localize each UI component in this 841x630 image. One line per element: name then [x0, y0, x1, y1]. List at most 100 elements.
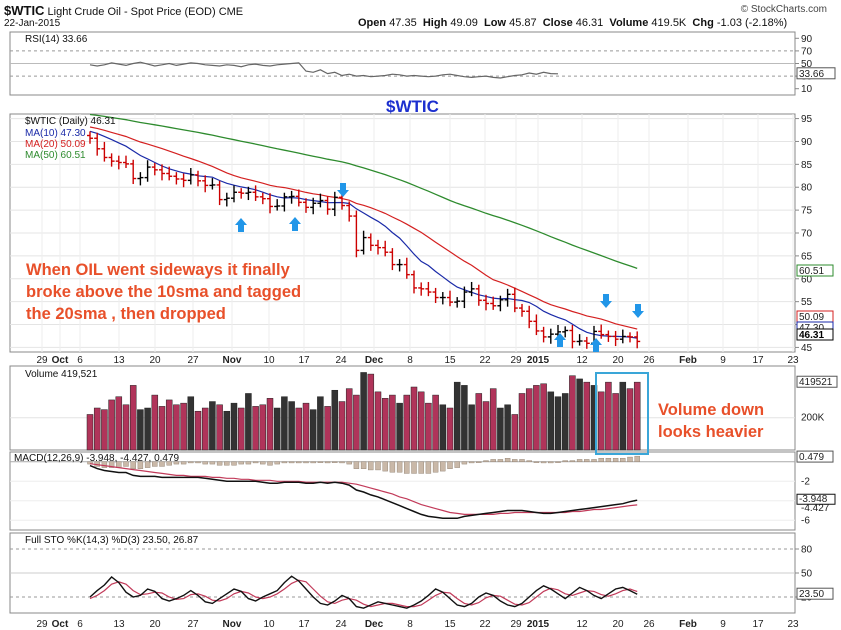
price-x-label: 22	[479, 355, 491, 366]
macd-histogram-bar	[612, 458, 619, 462]
ma10-line	[89, 130, 638, 339]
macd-histogram-bar	[375, 461, 381, 471]
price-x-label: 17	[298, 355, 310, 366]
volume-bar	[216, 404, 223, 451]
volume-bar	[389, 394, 396, 451]
volume-bar	[511, 414, 519, 451]
volume-bar	[252, 406, 259, 451]
macd-histogram-bar	[324, 461, 331, 464]
volume-note-line-1: Volume down	[658, 401, 765, 419]
volume-bar	[230, 402, 238, 451]
chart-date: 22-Jan-2015	[4, 18, 61, 29]
volume-bar	[497, 407, 504, 451]
volume-bar	[561, 393, 569, 451]
volume-bar	[475, 393, 483, 451]
price-x-label: 17	[752, 355, 764, 366]
volume-bar	[504, 404, 511, 451]
rsi-line	[89, 61, 559, 79]
price-title: $WTIC (Daily) 46.31	[25, 116, 116, 127]
macd-hist-box	[796, 450, 834, 463]
macd-histogram-bar	[454, 461, 460, 468]
volume-highlight-box	[595, 372, 649, 455]
macd-histogram-bar	[468, 461, 475, 464]
sto-last-label: 23.50	[799, 589, 824, 600]
sto-last-box	[796, 587, 834, 600]
price-x-label: 29	[36, 355, 48, 366]
bottom-x-label: 17	[752, 619, 764, 630]
price-x-label: 6	[77, 355, 83, 366]
arrow-down-icon	[337, 183, 349, 197]
price-right-label: 60.51	[799, 266, 824, 277]
ma50-line	[89, 113, 638, 270]
macd-histogram-bar	[490, 459, 496, 462]
macd-histogram-bar	[504, 458, 511, 462]
ma50-legend: MA(50) 60.51	[25, 150, 86, 161]
bottom-x-label: 15	[444, 619, 456, 630]
rsi-tick-label: 70	[801, 46, 813, 57]
price-x-label: 29	[510, 355, 522, 366]
price-tick-label: 65	[801, 251, 813, 262]
macd-histogram-bar	[440, 461, 446, 472]
volume-bar	[403, 394, 411, 451]
exchange: CME	[218, 6, 244, 18]
volume-bar	[619, 381, 627, 451]
volume-bar	[381, 398, 389, 451]
volume-bar	[396, 402, 403, 451]
volume-bar	[288, 401, 295, 451]
rsi-last-label: 33.66	[799, 69, 824, 80]
volume-bar	[353, 394, 360, 451]
volume-bar	[338, 401, 346, 451]
volume-bar	[209, 401, 216, 451]
volume-bar	[439, 404, 447, 451]
price-x-label: 15	[444, 355, 456, 366]
bottom-x-label: 23	[787, 619, 799, 630]
annotation-title: $WTIC	[386, 97, 439, 116]
sto-d-line	[89, 579, 638, 608]
chg-label: Chg	[692, 17, 714, 29]
macd-histogram-bar	[252, 461, 259, 464]
bottom-x-label: 17	[298, 619, 310, 630]
macd-histogram-bar	[526, 460, 532, 462]
bottom-x-label: Oct	[52, 619, 69, 630]
volume-bar	[273, 407, 281, 451]
macd-histogram-bar	[281, 461, 288, 464]
open-label: Open	[358, 17, 387, 29]
volume-last-box	[796, 375, 838, 388]
volume-bar	[547, 391, 555, 451]
macd-histogram-bar	[576, 459, 583, 462]
price-tick-label: 60	[801, 274, 813, 285]
macd-histogram-bar	[231, 461, 237, 466]
volume-bar	[115, 396, 123, 451]
macd-histogram-bar	[346, 461, 352, 465]
volume-bar	[554, 396, 562, 451]
volume-bar	[144, 407, 151, 451]
volume-bar	[432, 394, 439, 451]
macd-histogram-bar	[461, 461, 468, 465]
volume-bar	[597, 391, 605, 451]
bottom-x-label: 29	[36, 619, 48, 630]
price-tick-label: 85	[801, 160, 813, 171]
open-value: 47.35	[389, 17, 417, 29]
macd-signal-label: -4.427	[801, 503, 830, 514]
volume-label: Volume	[609, 17, 649, 29]
rsi-last-box	[796, 67, 836, 80]
macd-histogram-bar	[101, 461, 108, 468]
volume-bar	[93, 407, 101, 451]
bottom-x-label: Feb	[679, 619, 697, 630]
price-right-label: 50.09	[799, 312, 824, 323]
price-x-label: 27	[187, 355, 199, 366]
macd-histogram-bar	[627, 456, 633, 462]
volume-bar	[425, 402, 432, 451]
macd-histogram-bar	[548, 461, 554, 464]
ohlc-summary: Open 47.35 High 49.09 Low 45.87 Close 46…	[358, 17, 787, 29]
ticker-symbol: $WTIC	[4, 3, 45, 18]
arrow-down-icon	[600, 294, 612, 308]
macd-histogram-bar	[303, 461, 309, 464]
arrow-up-icon	[554, 333, 566, 347]
price-x-label: 12	[576, 355, 588, 366]
volume-bar	[583, 381, 591, 451]
volume-note-line-2: looks heavier	[658, 423, 764, 441]
volume-bar	[360, 372, 367, 451]
bottom-x-label: 12	[576, 619, 588, 630]
